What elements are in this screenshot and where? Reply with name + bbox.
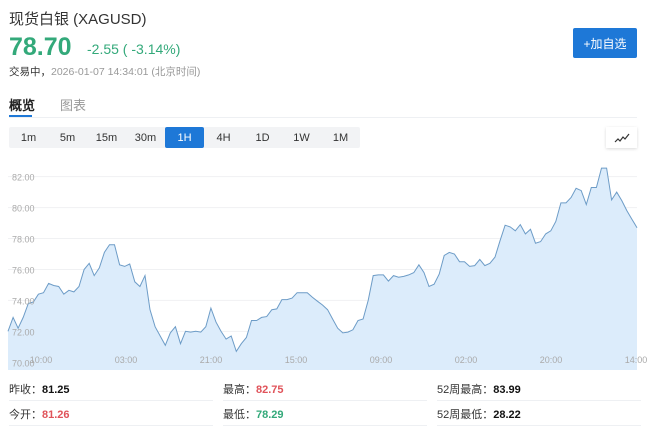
divider [9,117,637,118]
y-tick-label: 76.00 [12,265,35,275]
tab-overview[interactable]: 概览 [9,98,36,113]
interval-15m[interactable]: 15m [95,131,118,144]
price-chart: 70.00 72.00 74.00 76.00 78.00 80.00 82.00 10:00… [7,155,648,370]
divider [9,400,213,401]
active-tab-indicator [9,115,32,117]
x-tick-label: 14:00 [625,355,648,365]
y-tick-label: 72.00 [12,327,35,337]
y-tick-label: 70.00 [12,358,35,368]
x-tick-label: 09:00 [370,355,393,365]
interval-30m[interactable]: 30m [134,131,157,144]
status-label: 交易中， [9,66,51,78]
timestamp: 2026-01-07 14:34:01 (北京时间) [51,66,201,78]
trading-status: 交易中，2026-01-07 14:34:01 (北京时间) [9,64,200,79]
interval-selector: 1m 5m 15m 30m 1H 4H 1D 1W 1M [9,127,360,148]
divider [9,425,213,426]
stat-item: 52周最高：83.99 [437,381,521,397]
interval-5m[interactable]: 5m [59,131,76,144]
stat-label: 昨收： [9,384,42,396]
stat-item: 最低：78.29 [223,406,284,422]
stat-value: 82.75 [256,384,284,396]
y-tick-label: 82.00 [12,173,35,183]
x-tick-label: 02:00 [455,355,478,365]
interval-4h[interactable]: 4H [216,131,231,144]
chart-type-button[interactable] [606,127,637,148]
x-tick-label: 03:00 [115,355,138,365]
price-area [8,168,637,370]
stat-item: 52周最低：28.22 [437,406,521,422]
stat-value: 83.99 [493,384,521,396]
add-to-watchlist-button[interactable]: +加自选 [573,28,637,58]
price-change: -2.55 ( -3.14%) [87,41,181,57]
divider [223,400,427,401]
stat-item: 今开：81.26 [9,406,70,422]
x-tick-label: 21:00 [200,355,223,365]
interval-1h[interactable]: 1H [165,127,204,148]
line-chart-icon [614,133,629,142]
stat-value: 81.25 [42,384,70,396]
stat-item: 最高：82.75 [223,381,284,397]
x-tick-label: 15:00 [285,355,308,365]
stat-label: 52周最低： [437,409,494,421]
interval-1m[interactable]: 1m [20,131,37,144]
interval-1w[interactable]: 1W [293,131,310,144]
tab-chart[interactable]: 图表 [60,98,87,113]
stat-value: 28.22 [493,409,521,421]
stat-item: 昨收：81.25 [9,381,70,397]
divider [437,400,641,401]
price-line [7,167,638,353]
stat-label: 52周最高： [437,384,494,396]
stat-value: 81.26 [42,409,70,421]
interval-1mo[interactable]: 1M [332,131,349,144]
x-tick-label: 10:00 [30,355,53,365]
stat-value: 78.29 [256,409,284,421]
stat-label: 最低： [223,409,256,421]
current-price: 78.70 [9,33,72,61]
x-tick-label: 20:00 [540,355,563,365]
interval-1d[interactable]: 1D [255,131,270,144]
y-tick-label: 78.00 [12,235,35,245]
divider [437,425,641,426]
stat-label: 今开： [9,409,42,421]
y-tick-label: 80.00 [12,204,35,214]
instrument-title: 现货白银 (XAGUSD) [9,11,147,28]
stat-label: 最高： [223,384,256,396]
y-tick-label: 74.00 [12,296,35,306]
divider [223,425,427,426]
